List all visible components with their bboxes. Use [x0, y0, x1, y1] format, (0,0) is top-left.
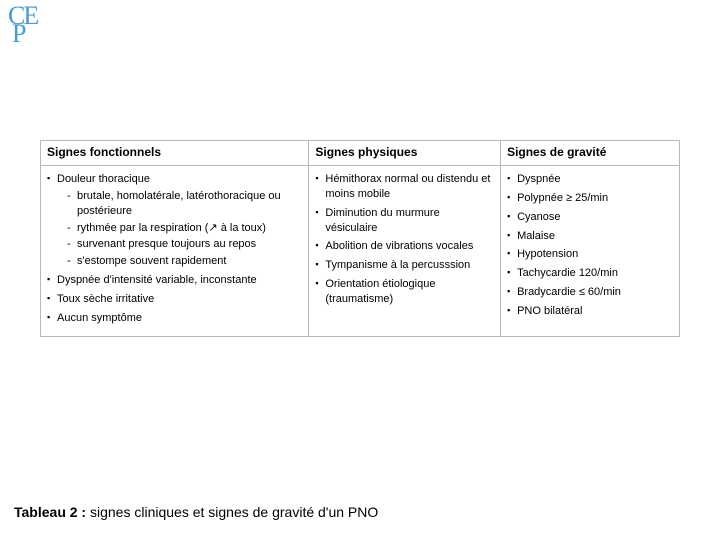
list-item: Abolition de vibrations vocales — [315, 239, 494, 254]
caption-bold: Tableau 2 : — [14, 504, 86, 520]
cell-gravite: Dyspnée Polypnée ≥ 25/min Cyanose Malais… — [501, 166, 680, 337]
list-item: Dyspnée d'intensité variable, inconstant… — [47, 273, 302, 288]
table-caption: Tableau 2 : signes cliniques et signes d… — [14, 504, 378, 520]
cell-physiques: Hémithorax normal ou distendu et moins m… — [309, 166, 501, 337]
list-item: Toux sèche irritative — [47, 292, 302, 307]
signs-table-wrapper: Signes fonctionnels Signes physiques Sig… — [40, 140, 680, 337]
sub-item: rythmée par la respiration (↗ à la toux) — [67, 221, 302, 236]
list-item: Malaise — [507, 229, 673, 244]
sub-item: brutale, homolatérale, latérothoracique … — [67, 189, 302, 219]
item-text: Douleur thoracique — [57, 173, 150, 185]
list-item: Dyspnée — [507, 172, 673, 187]
table-body-row: Douleur thoracique brutale, homolatérale… — [41, 166, 680, 337]
signs-table: Signes fonctionnels Signes physiques Sig… — [40, 140, 680, 337]
header-gravite: Signes de gravité — [501, 141, 680, 166]
list-item: Hémithorax normal ou distendu et moins m… — [315, 172, 494, 202]
list-item: Cyanose — [507, 210, 673, 225]
list-item: Hypotension — [507, 247, 673, 262]
table-header-row: Signes fonctionnels Signes physiques Sig… — [41, 141, 680, 166]
sub-item: s'estompe souvent rapidement — [67, 254, 302, 269]
list-item: Bradycardie ≤ 60/min — [507, 285, 673, 300]
list-item: Aucun symptôme — [47, 311, 302, 326]
list-item: Polypnée ≥ 25/min — [507, 191, 673, 206]
list-item: Tympanisme à la percusssion — [315, 258, 494, 273]
header-fonctionnels: Signes fonctionnels — [41, 141, 309, 166]
list-item: Orientation étiologique (traumatisme) — [315, 277, 494, 307]
caption-rest: signes cliniques et signes de gravité d'… — [86, 504, 378, 520]
cell-fonctionnels: Douleur thoracique brutale, homolatérale… — [41, 166, 309, 337]
list-item: Tachycardie 120/min — [507, 266, 673, 281]
list-item: Douleur thoracique brutale, homolatérale… — [47, 172, 302, 269]
list-item: Diminution du murmure vésiculaire — [315, 206, 494, 236]
header-physiques: Signes physiques — [309, 141, 501, 166]
logo-cep: CE P — [8, 6, 37, 43]
sub-item: survenant presque toujours au repos — [67, 237, 302, 252]
list-item: PNO bilatéral — [507, 304, 673, 319]
